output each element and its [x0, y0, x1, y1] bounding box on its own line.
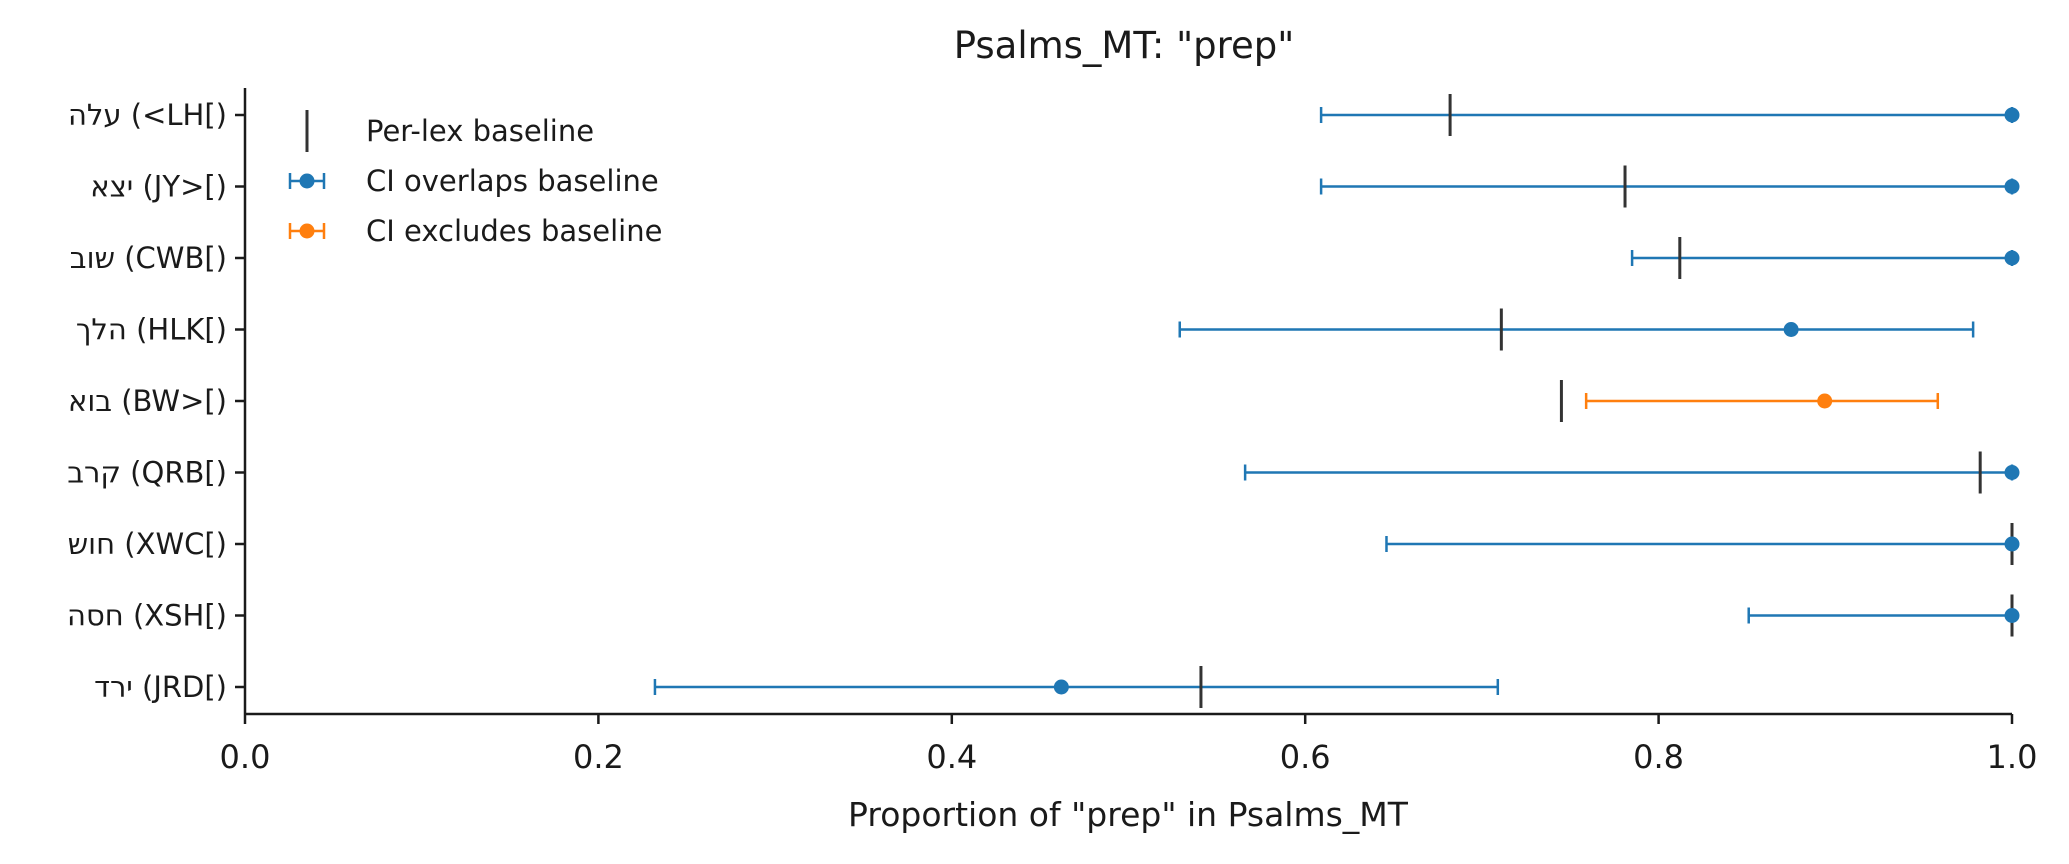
- y-tick-label: הלך (HLK[): [76, 313, 227, 347]
- point-marker: [1817, 393, 1833, 409]
- errorbar-row: [1319, 165, 2020, 208]
- y-tick-label: חוש (XWC[): [68, 527, 227, 561]
- legend-item-exclude: CI excludes baseline: [288, 214, 662, 248]
- point-marker: [2004, 536, 2020, 552]
- point-marker: [2004, 107, 2020, 123]
- errorbar-row: [1178, 308, 1975, 351]
- x-tick-label: 1.0: [1987, 738, 2038, 776]
- y-tick-label: חסה (XSH[): [67, 599, 227, 633]
- legend: Per-lex baseline CI overlaps baseline CI e…: [288, 110, 662, 248]
- errorbar-row: [1319, 94, 2020, 136]
- x-tick-label: 0.6: [1280, 738, 1331, 776]
- point-marker: [2004, 465, 2020, 480]
- errorbar-row: [653, 666, 1500, 708]
- y-tick-label: ירד (JRD[): [94, 670, 227, 704]
- errorbar-row: [1747, 594, 2020, 637]
- legend-item-baseline: Per-lex baseline: [305, 110, 594, 152]
- legend-point-marker: [299, 223, 315, 239]
- y-tick-label: שוב (CWB[): [70, 241, 227, 275]
- errorbar-row: [1630, 237, 2020, 279]
- legend-label: CI overlaps baseline: [366, 164, 659, 198]
- legend-item-overlap: CI overlaps baseline: [288, 164, 659, 198]
- legend-label: Per-lex baseline: [366, 114, 594, 148]
- y-axis-ticks: עלה (<LH[) יצא (JY>[) שוב (CWB[) הלך (HLK[)…: [67, 98, 245, 704]
- legend-label: CI excludes baseline: [366, 214, 662, 248]
- point-marker: [2004, 608, 2020, 623]
- legend-point-marker: [299, 173, 315, 189]
- errorbar-row: [1243, 451, 2020, 494]
- x-axis-ticks: 0.0 0.2 0.4 0.6 0.8 1.0: [220, 714, 2038, 776]
- x-axis-label: Proportion of "prep" in Psalms_MT: [848, 795, 1409, 834]
- y-tick-label: יצא (JY>[): [90, 170, 227, 204]
- plot-area: [653, 94, 2020, 708]
- x-tick-label: 0.4: [926, 738, 977, 776]
- point-marker: [2004, 179, 2020, 194]
- y-tick-label: עלה (<LH[): [68, 98, 227, 132]
- chart-title: Psalms_MT: "prep": [954, 24, 1295, 67]
- point-marker: [1783, 322, 1799, 337]
- point-marker: [2004, 250, 2020, 266]
- y-tick-label: בוא (BW>[): [68, 384, 227, 418]
- errorbar-row: [1385, 523, 2020, 565]
- errorbar-row: [1559, 380, 1940, 422]
- x-tick-label: 0.0: [220, 738, 271, 776]
- x-tick-label: 0.8: [1633, 738, 1684, 776]
- x-tick-label: 0.2: [573, 738, 624, 776]
- y-tick-label: קרב (QRB[): [67, 456, 227, 490]
- point-marker: [1053, 679, 1069, 695]
